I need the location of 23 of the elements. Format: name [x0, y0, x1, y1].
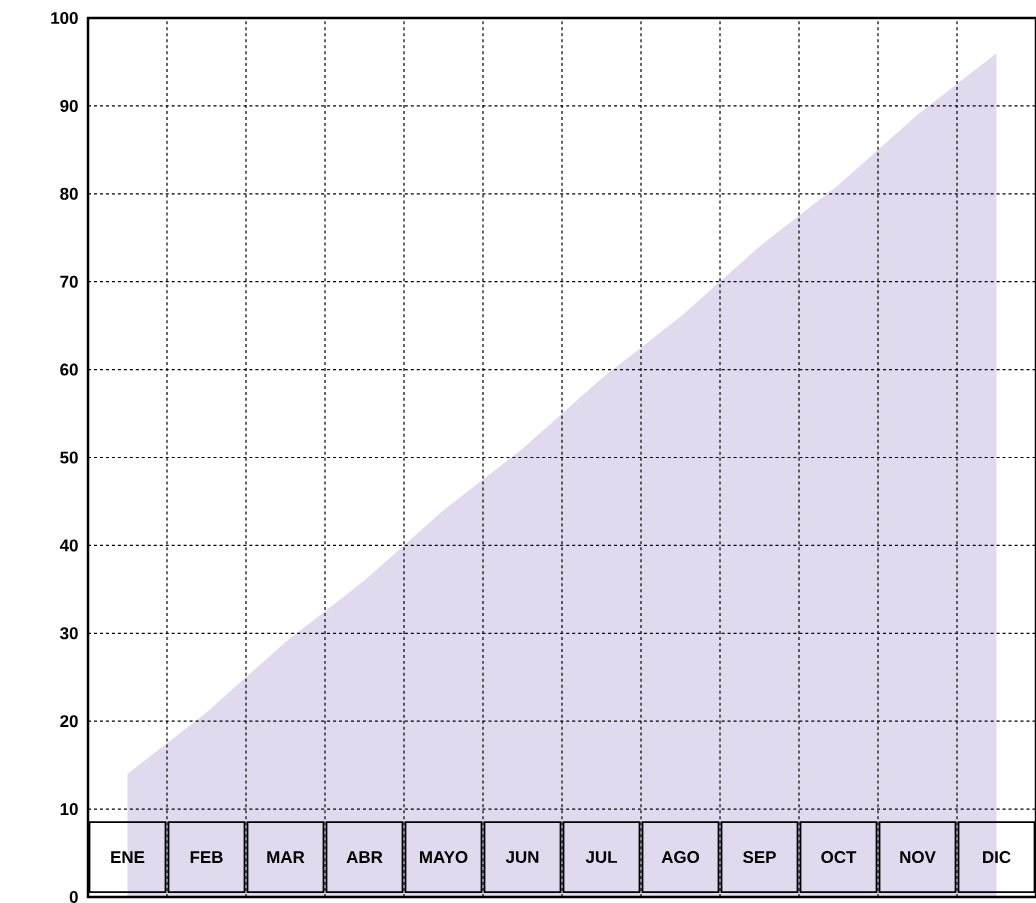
x-tick-label: DIC [983, 851, 1011, 864]
x-tick-label: OCT [821, 851, 857, 864]
y-tick-label: 80 [60, 187, 78, 200]
y-tick-label: 40 [59, 539, 78, 552]
x-tick-label: FEB [190, 851, 223, 863]
x-tick-label: JUN [505, 851, 539, 864]
x-tick-label: ABR [346, 851, 383, 863]
x-tick-label: MAYO [420, 851, 468, 864]
x-tick-label: AGO [661, 851, 700, 864]
y-tick-label: 90 [60, 99, 78, 112]
y-tick-label: 10 [60, 803, 78, 816]
x-tick-label: NOV [900, 851, 936, 864]
x-tick-label: SEP [743, 851, 776, 864]
x-tick-label: JUL [585, 851, 617, 864]
y-tick-label: 20 [60, 715, 78, 728]
y-tick-label: 60 [60, 363, 78, 376]
y-tick-label: 50 [60, 451, 78, 464]
y-tick-label: 0 [69, 891, 78, 903]
y-tick-label: 70 [60, 275, 78, 288]
y-tick-label: 30 [60, 627, 78, 640]
x-tick-label: ENE [111, 851, 145, 863]
x-tick-label: MAR [267, 851, 305, 863]
y-tick-label: 100 [51, 11, 78, 24]
